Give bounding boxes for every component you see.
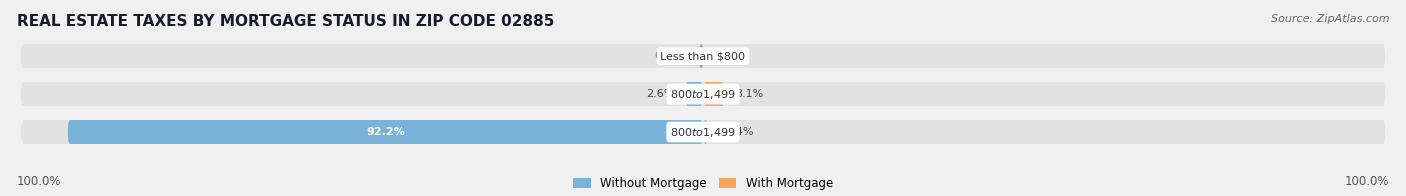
Circle shape xyxy=(1381,82,1385,106)
Circle shape xyxy=(21,120,25,144)
Circle shape xyxy=(699,120,703,144)
Text: 0.53%: 0.53% xyxy=(654,51,689,61)
Circle shape xyxy=(67,120,72,144)
Text: $800 to $1,499: $800 to $1,499 xyxy=(671,88,735,101)
Bar xyxy=(22,82,1384,106)
Text: 92.2%: 92.2% xyxy=(366,127,405,137)
Circle shape xyxy=(1381,120,1385,144)
Bar xyxy=(22,44,1384,68)
Text: $800 to $1,499: $800 to $1,499 xyxy=(671,125,735,139)
Circle shape xyxy=(720,82,724,106)
Circle shape xyxy=(21,44,25,68)
Circle shape xyxy=(699,82,703,106)
Circle shape xyxy=(699,44,703,68)
Legend: Without Mortgage, With Mortgage: Without Mortgage, With Mortgage xyxy=(574,177,832,190)
Circle shape xyxy=(703,120,707,144)
Bar xyxy=(70,120,700,144)
Text: 2.6%: 2.6% xyxy=(647,89,675,99)
Text: 3.1%: 3.1% xyxy=(735,89,763,99)
Text: Less than $800: Less than $800 xyxy=(661,51,745,61)
Text: 0.74%: 0.74% xyxy=(718,127,754,137)
Bar xyxy=(688,82,700,106)
Bar xyxy=(22,120,1384,144)
Circle shape xyxy=(1381,44,1385,68)
Text: Source: ZipAtlas.com: Source: ZipAtlas.com xyxy=(1271,14,1389,24)
Text: 100.0%: 100.0% xyxy=(1344,175,1389,188)
Text: 100.0%: 100.0% xyxy=(17,175,62,188)
Circle shape xyxy=(704,120,709,144)
Circle shape xyxy=(699,44,703,68)
Circle shape xyxy=(21,82,25,106)
Text: REAL ESTATE TAXES BY MORTGAGE STATUS IN ZIP CODE 02885: REAL ESTATE TAXES BY MORTGAGE STATUS IN … xyxy=(17,14,554,29)
Circle shape xyxy=(685,82,689,106)
Text: 0.0%: 0.0% xyxy=(713,51,741,61)
Bar xyxy=(706,82,723,106)
Circle shape xyxy=(703,82,707,106)
